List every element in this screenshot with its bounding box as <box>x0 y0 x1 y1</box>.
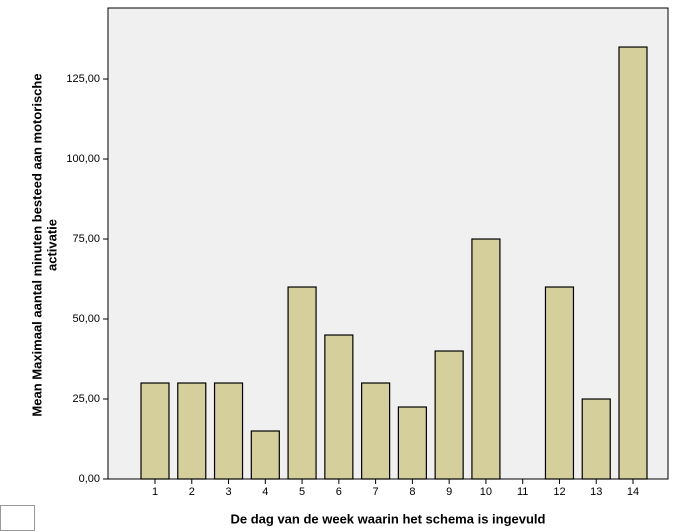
x-tick-label: 12 <box>553 486 565 498</box>
y-axis-label: Mean Maximaal aantal minuten besteed aan… <box>29 73 44 416</box>
bar <box>287 286 317 480</box>
bar <box>324 334 354 480</box>
corner-box <box>0 505 35 531</box>
bar <box>140 382 170 480</box>
x-tick-label: 10 <box>480 486 492 498</box>
x-tick-label: 4 <box>262 486 268 498</box>
x-tick-label: 2 <box>189 486 195 498</box>
y-tick-label: 75,00 <box>72 233 100 245</box>
x-tick-label: 3 <box>225 486 231 498</box>
x-tick-label: 13 <box>590 486 602 498</box>
bar <box>618 46 648 480</box>
bar <box>361 382 391 480</box>
y-tick-label: 0,00 <box>79 473 100 485</box>
bar <box>250 430 280 480</box>
x-tick-label: 14 <box>627 486 639 498</box>
bar <box>397 406 427 480</box>
y-tick-label: 125,00 <box>66 73 100 85</box>
x-axis-label: De dag van de week waarin het schema is … <box>230 511 545 526</box>
x-tick-label: 5 <box>299 486 305 498</box>
x-tick-label: 7 <box>373 486 379 498</box>
y-tick-label: 50,00 <box>72 313 100 325</box>
x-tick-label: 6 <box>336 486 342 498</box>
bar <box>544 286 575 480</box>
x-tick-label: 1 <box>152 486 158 498</box>
x-tick-label: 9 <box>446 486 452 498</box>
bar <box>213 382 244 480</box>
x-tick-label: 11 <box>517 486 528 498</box>
bar <box>581 398 611 480</box>
bar <box>177 382 207 480</box>
y-axis-label: activatie <box>44 219 59 271</box>
x-tick-label: 8 <box>409 486 415 498</box>
bar <box>471 238 501 480</box>
y-tick-label: 100,00 <box>66 153 100 165</box>
y-tick-label: 25,00 <box>72 393 100 405</box>
bar <box>434 350 464 480</box>
